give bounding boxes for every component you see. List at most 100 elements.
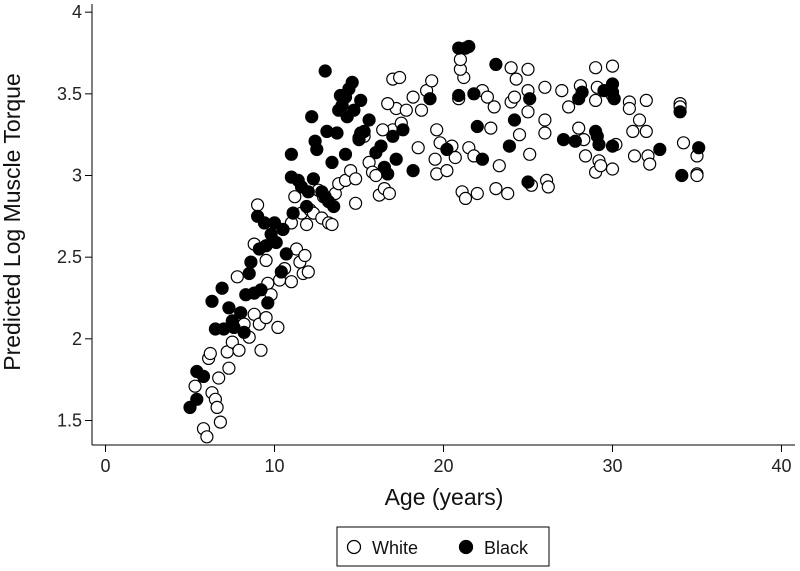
data-point-white [501,186,515,201]
data-point-white [523,147,537,161]
data-point-white [538,113,552,127]
data-point-black [310,142,324,156]
data-point-black [423,92,437,106]
data-point-white [639,124,653,138]
x-axis-title: Age (years) [385,484,504,510]
data-point-white [538,80,552,94]
data-point-white [509,72,523,86]
data-point-black [475,152,489,166]
data-point-white [690,168,704,183]
data-point-black [568,134,582,148]
data-point-white [578,149,593,163]
data-point-white [521,105,535,119]
y-tick-label: 3 [72,166,82,186]
y-tick-label: 3.5 [57,84,82,104]
legend-marker-white [346,539,362,555]
data-point-black [354,93,368,108]
data-point-black [190,392,204,406]
x-axis: 0 10 20 30 40 [92,444,795,476]
data-point-white [643,157,657,171]
y-axis-title: Predicted Log Muscle Torque [0,73,25,370]
data-point-white [480,90,494,104]
x-tick-label: 30 [602,456,622,476]
data-point-black [327,199,341,214]
data-point-white [382,186,396,201]
data-point-white [487,100,501,114]
data-point-white [626,124,640,138]
data-point-black [305,110,319,124]
data-point-white [440,164,454,178]
data-point-white [605,59,620,73]
data-point-black [330,126,344,140]
data-point-black [306,172,320,186]
data-point-black [452,88,466,103]
data-point-black [242,266,256,281]
data-point-black [318,64,332,78]
x-tick-label: 10 [264,456,284,476]
x-tick-label: 20 [433,456,453,476]
data-point-black [286,206,300,220]
data-point-white [538,126,552,140]
data-point-white [632,113,647,127]
data-point-black [575,85,589,99]
data-point-white [561,100,576,114]
data-point-black [357,124,371,138]
y-tick-label: 1.5 [57,411,82,431]
data-point-black [276,222,290,236]
data-point-black [347,103,361,117]
data-point-black [257,216,271,230]
data-point-white [406,90,420,104]
data-point-white [428,152,442,166]
data-point-white [300,217,314,232]
data-point-black [274,265,288,279]
data-point-black [675,168,689,183]
data-point-white [399,103,413,117]
data-point-white [210,400,224,414]
data-point-white [605,162,620,176]
data-point-white [288,190,302,204]
data-point-black [556,133,571,147]
data-point-black [345,75,359,90]
data-point-white [349,196,363,210]
data-point-white [588,61,603,75]
data-point-white [393,70,407,85]
data-point-black [406,164,420,178]
data-point-black [502,139,516,153]
data-point-black [196,369,211,383]
data-point-black [440,142,454,156]
data-point-black [592,137,606,152]
data-point-white [301,265,315,279]
y-tick-label: 2 [72,329,82,349]
data-point-black [205,294,219,308]
data-point-white [349,172,363,186]
data-point-black [234,306,248,320]
data-point-white [627,149,642,163]
data-point-black [605,139,620,153]
data-point-black [521,175,535,189]
data-point-black [523,92,537,106]
legend-label-white: White [372,538,418,558]
data-point-black [489,57,503,72]
data-point-white [430,123,444,137]
y-axis: 1.5 2 2.5 3 3.5 4 [57,2,93,445]
data-point-white [222,361,236,375]
data-point-white [232,343,246,357]
data-point-white [622,101,637,116]
data-point-white [484,121,498,135]
y-tick-label: 4 [72,2,82,22]
data-point-white [414,103,429,117]
data-point-black [607,92,621,106]
data-point-black [692,141,706,155]
data-point-white [254,343,268,357]
data-point-white [376,123,390,137]
data-points [183,39,706,444]
data-point-black [389,152,403,166]
data-point-black [377,160,391,174]
data-point-white [504,61,518,75]
data-point-white [453,52,467,67]
data-point-white [381,96,395,111]
data-point-black [254,283,268,297]
data-point-white [411,141,425,155]
data-point-white [588,93,603,108]
